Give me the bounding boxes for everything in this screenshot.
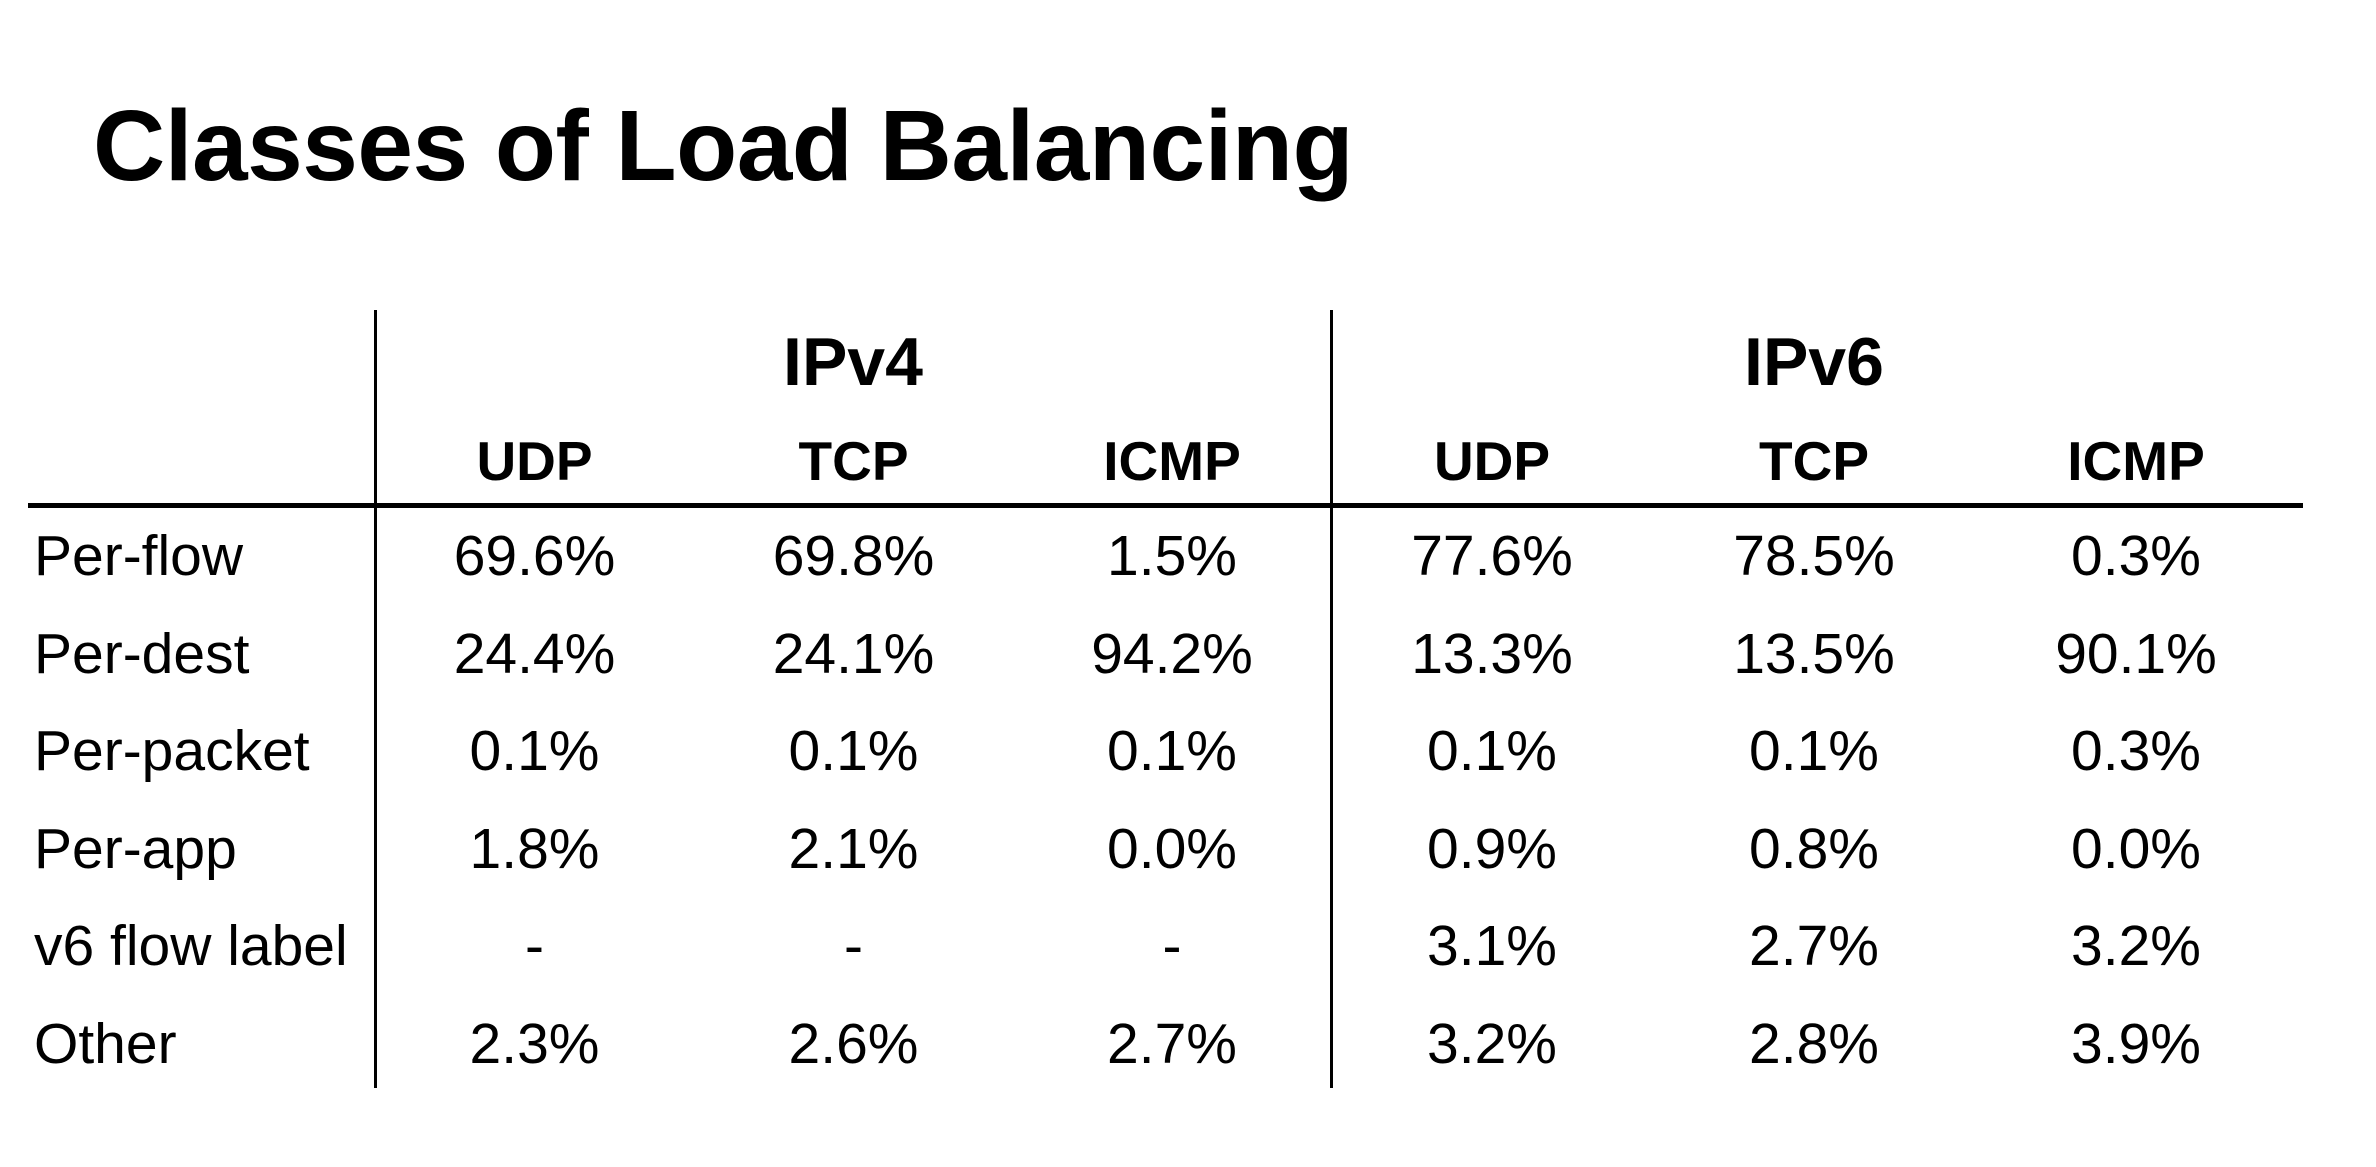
table-cell: 0.9% (1427, 816, 1557, 881)
table-cell: 2.1% (788, 816, 919, 881)
page-title: Classes of Load Balancing (93, 90, 1354, 202)
row-label: Per-flow (34, 524, 244, 589)
row-label: Other (34, 1011, 177, 1076)
table-cell: 90.1% (2055, 621, 2217, 686)
table-cell: 24.1% (772, 621, 935, 686)
table-cell: 69.6% (453, 524, 616, 589)
table-cell: 0.3% (2071, 524, 2201, 589)
table-cell: 1.8% (469, 816, 600, 881)
table-cell: 1.5% (1107, 524, 1237, 589)
header-separator-line (28, 503, 2303, 508)
column-header-ipv4-udp: UDP (476, 429, 593, 492)
table-cell: 94.2% (1091, 621, 1253, 686)
table-cell: 78.5% (1733, 524, 1895, 589)
group-header-ipv6: IPv6 (1744, 324, 1884, 400)
column-header-ipv4-icmp: ICMP (1103, 429, 1241, 492)
table-cell: 2.7% (1749, 914, 1879, 979)
table-cell: 2.8% (1749, 1011, 1879, 1076)
row-label: Per-dest (34, 621, 250, 686)
table-cell: 3.2% (2071, 914, 2201, 979)
corner-spacer (28, 310, 375, 414)
table-cell: 13.5% (1733, 621, 1895, 686)
row-label: Per-packet (34, 719, 310, 784)
row-label: Per-app (34, 816, 237, 881)
column-header-ipv6-tcp: TCP (1759, 429, 1869, 492)
table-cell: - (844, 914, 863, 979)
table-cell: 77.6% (1411, 524, 1573, 589)
label-column-divider-line (374, 310, 377, 1088)
table-cell: 3.1% (1427, 914, 1557, 979)
ipv4-ipv6-divider-line (1330, 310, 1333, 1088)
table-cell: 0.1% (1749, 719, 1879, 784)
table-cell: 13.3% (1411, 621, 1573, 686)
table-cell: 0.1% (1107, 719, 1237, 784)
table-cell: 69.8% (772, 524, 935, 589)
column-header-ipv4-tcp: TCP (798, 429, 909, 492)
table-cell: 0.1% (469, 719, 600, 784)
load-balancing-table: IPv4 IPv6 UDP TCP ICMP UDP TCP ICMP Per-… (28, 310, 2303, 1093)
group-header-ipv4: IPv4 (783, 324, 923, 400)
table-cell: 0.0% (2071, 816, 2201, 881)
table-cell: 2.7% (1107, 1011, 1237, 1076)
column-header-ipv6-icmp: ICMP (2067, 429, 2205, 492)
table-cell: 24.4% (453, 621, 616, 686)
table-cell: 0.1% (788, 719, 919, 784)
table-cell: 2.6% (788, 1011, 919, 1076)
table-grid: IPv4 IPv6 UDP TCP ICMP UDP TCP ICMP Per-… (28, 310, 2297, 1093)
column-header-ipv6-udp: UDP (1433, 429, 1551, 492)
table-cell: 0.3% (2071, 719, 2201, 784)
table-cell: 2.3% (469, 1011, 600, 1076)
table-cell: 0.1% (1427, 719, 1557, 784)
table-cell: 0.0% (1107, 816, 1237, 881)
table-cell: 3.2% (1427, 1011, 1557, 1076)
table-cell: - (525, 914, 544, 979)
table-cell: - (1162, 914, 1182, 979)
header-spacer (28, 414, 375, 508)
table-cell: 3.9% (2071, 1011, 2201, 1076)
row-label: v6 flow label (34, 914, 348, 979)
table-cell: 0.8% (1749, 816, 1879, 881)
